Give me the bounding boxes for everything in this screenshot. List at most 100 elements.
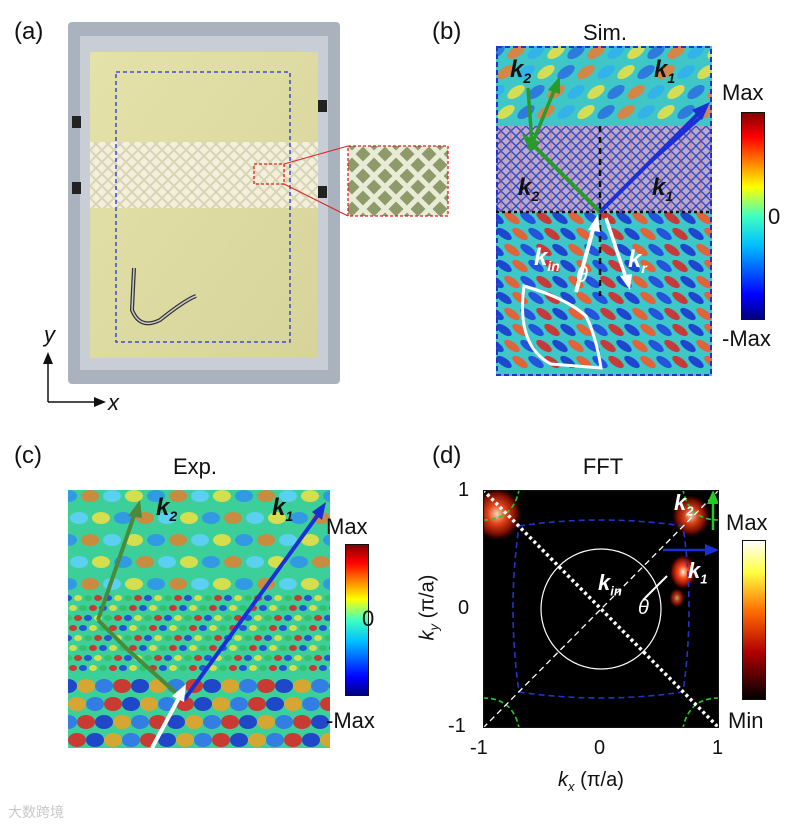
wave-blob xyxy=(109,645,117,651)
wave-blob xyxy=(576,355,592,369)
wave-blob xyxy=(664,243,680,257)
panel-b-colorbar xyxy=(741,112,765,320)
wave-blob xyxy=(68,534,77,546)
wave-blob xyxy=(134,635,142,641)
wave-blob xyxy=(284,615,292,621)
wave-blob xyxy=(68,635,72,641)
wave-blob xyxy=(302,697,320,711)
wave-blob xyxy=(159,645,167,651)
wave-blob xyxy=(114,595,122,601)
wave-blob xyxy=(213,490,231,502)
wave-blob xyxy=(103,490,121,502)
panel-c-cb-max: Max xyxy=(326,514,368,539)
wave-blob xyxy=(274,635,282,641)
wave-blob xyxy=(568,211,584,225)
wave-blob xyxy=(319,645,327,651)
panel-b-title: Sim. xyxy=(583,20,627,45)
wave-blob xyxy=(169,534,187,546)
wave-blob xyxy=(520,275,536,289)
wave-blob xyxy=(600,211,616,225)
wave-blob xyxy=(219,605,227,611)
panel-d-xtick-left: -1 xyxy=(470,737,488,759)
wave-blob xyxy=(239,665,247,671)
wave-blob xyxy=(159,665,167,671)
wave-blob xyxy=(311,679,329,693)
panel-c-cb-min: -Max xyxy=(326,708,375,733)
wave-blob xyxy=(640,259,656,273)
wave-blob xyxy=(304,635,312,641)
wave-blob xyxy=(299,625,307,631)
wave-blob xyxy=(224,615,232,621)
wave-blob xyxy=(329,666,330,670)
wave-blob xyxy=(129,645,137,651)
wave-blob xyxy=(557,64,575,80)
wave-blob xyxy=(320,697,330,711)
wave-blob xyxy=(69,625,77,631)
wave-blob xyxy=(314,635,322,641)
panel-b-cb-min: -Max xyxy=(722,326,771,351)
wave-blob xyxy=(249,645,257,651)
wave-blob xyxy=(179,605,187,611)
wave-blob xyxy=(269,625,277,631)
wave-blob xyxy=(704,227,712,241)
wave-blob xyxy=(496,291,512,305)
wave-blob xyxy=(204,595,212,601)
panel-d-ytick-top: 1 xyxy=(458,479,470,501)
wave-blob xyxy=(507,84,525,100)
wave-blob xyxy=(140,697,158,711)
wave-blob xyxy=(212,697,230,711)
wave-blob xyxy=(312,556,330,568)
panel-b-theta: θ xyxy=(576,262,588,287)
wave-blob xyxy=(284,635,292,641)
wave-blob xyxy=(224,556,242,568)
wave-blob xyxy=(259,665,267,671)
wave-blob xyxy=(552,307,568,321)
wave-blob xyxy=(257,490,275,502)
wave-blob xyxy=(129,625,137,631)
panel-d-ylabel: ky (π/a) xyxy=(416,574,442,641)
wave-blob xyxy=(648,243,664,257)
wave-blob xyxy=(221,715,239,729)
wave-blob xyxy=(648,307,664,321)
wave-blob xyxy=(119,625,127,631)
wave-blob xyxy=(254,615,262,621)
wave-blob xyxy=(202,512,220,524)
wave-blob xyxy=(239,605,247,611)
wave-blob xyxy=(274,615,282,621)
wave-blob xyxy=(194,635,202,641)
wave-blob xyxy=(688,259,704,273)
wave-blob xyxy=(79,605,87,611)
wave-blob xyxy=(189,625,197,631)
wave-blob xyxy=(154,635,162,641)
wave-blob xyxy=(497,64,515,80)
wave-blob xyxy=(584,275,600,289)
wave-blob xyxy=(266,697,284,711)
wave-blob xyxy=(159,625,167,631)
wave-blob xyxy=(648,211,664,225)
wave-blob xyxy=(309,665,317,671)
wave-blob xyxy=(81,534,99,546)
wave-blob xyxy=(512,323,528,337)
wave-blob xyxy=(144,595,152,601)
wave-blob xyxy=(74,655,82,661)
wave-blob xyxy=(125,490,143,502)
wave-blob xyxy=(672,227,688,241)
wave-blob xyxy=(512,259,528,273)
wave-blob xyxy=(528,259,544,273)
wave-blob xyxy=(174,635,182,641)
wave-blob xyxy=(552,339,568,353)
wave-blob xyxy=(496,355,512,369)
wave-blob xyxy=(587,84,605,100)
wave-blob xyxy=(640,355,656,369)
wave-blob xyxy=(179,665,187,671)
wave-blob xyxy=(329,682,330,690)
wave-blob xyxy=(616,307,632,321)
wave-blob xyxy=(274,595,282,601)
wave-blob xyxy=(68,679,77,693)
wave-blob xyxy=(688,355,704,369)
wave-blob xyxy=(194,595,202,601)
panel-c-title: Exp. xyxy=(172,454,218,479)
wave-blob xyxy=(248,733,266,747)
wave-blob xyxy=(704,355,712,369)
wave-blob xyxy=(680,339,696,353)
